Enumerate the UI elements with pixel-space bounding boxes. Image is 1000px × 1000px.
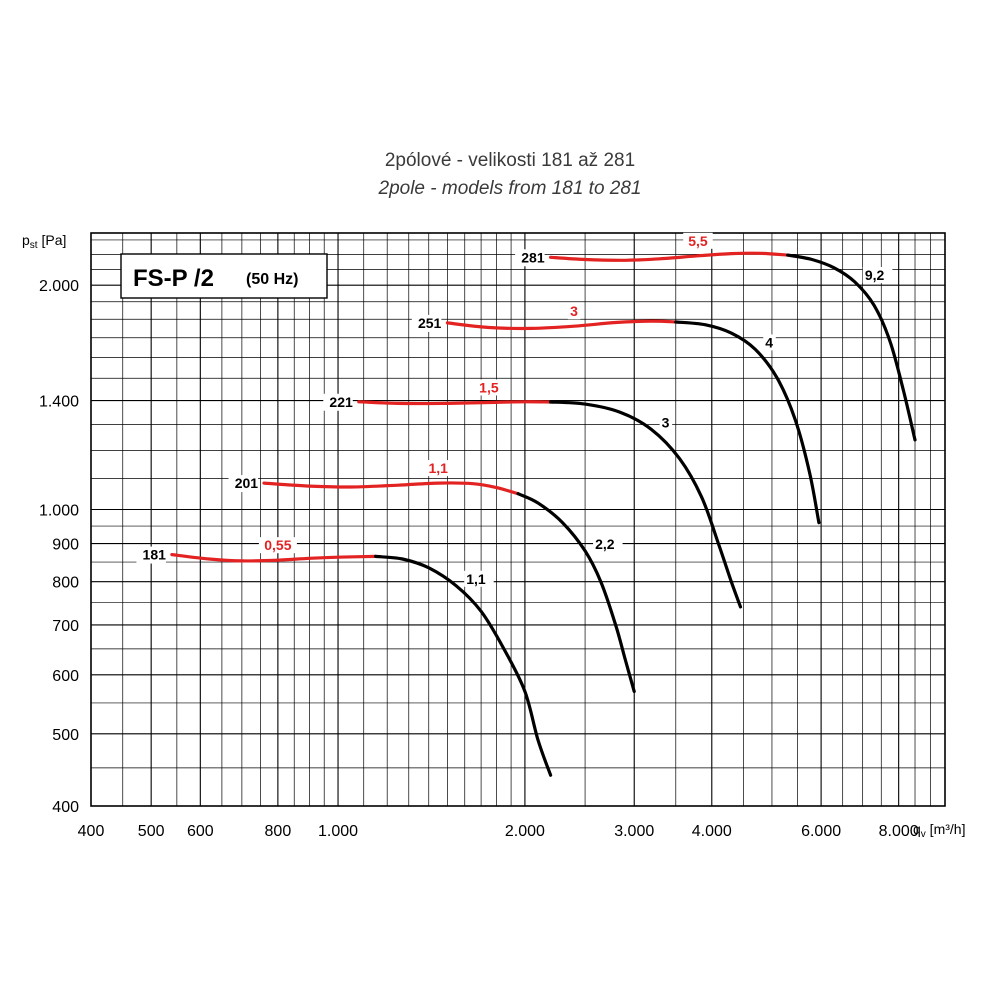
curve-red-segment	[170, 553, 378, 563]
power-label-black: 3	[662, 415, 670, 431]
minor-grid	[91, 233, 945, 806]
plot-frame	[90, 232, 946, 807]
model-label: 221	[329, 394, 353, 410]
model-label: 281	[521, 249, 545, 265]
y-tick-label: 700	[52, 618, 79, 635]
x-tick-label: 3.000	[614, 823, 654, 840]
model-label-bg	[411, 314, 442, 332]
y-tick-label: 2.000	[39, 278, 79, 295]
power-label-bg	[659, 414, 673, 431]
curve-black-segment	[549, 400, 743, 609]
model-label-bg	[228, 475, 259, 493]
power-label-black: 4	[765, 334, 773, 350]
y-tick-label: 1.000	[39, 502, 79, 519]
power-label-bg	[862, 266, 893, 283]
chart-subtitle: 2pole - models from 181 to 281	[378, 178, 642, 199]
x-tick-label: 8.000	[879, 823, 919, 840]
chart-title: 2pólové - velikosti 181 až 281	[384, 150, 636, 171]
power-label-black: 9,2	[865, 267, 885, 283]
x-tick-labels: 400 500 600 800 1.000 2.000 3.000 4.000 6.000 8.0…	[78, 823, 919, 840]
major-grid	[91, 233, 945, 806]
power-label-bg	[423, 460, 453, 477]
y-tick-labels: 400 500 600 700 800 900 1.000 1.400 2.000	[39, 278, 79, 816]
curve-red-segment	[445, 319, 678, 331]
curve-black-segment	[516, 492, 636, 693]
y-tick-label: 900	[52, 537, 79, 554]
y-axis-label: pst [Pa]	[22, 232, 66, 251]
x-tick-label: 2.000	[505, 823, 545, 840]
y-tick-label: 400	[52, 799, 79, 816]
x-axis-label: qv [m³/h]	[913, 821, 965, 840]
model-label-bg	[515, 249, 545, 267]
curve-red-segment	[262, 481, 520, 496]
fan-curve-181: 181 0,55 1,1	[136, 537, 553, 777]
y-tick-label: 600	[52, 668, 79, 685]
curve-black-segment	[786, 253, 917, 442]
power-label-red: 3	[570, 303, 578, 319]
power-label-bg	[474, 379, 504, 396]
curve-black-segment	[374, 554, 553, 777]
power-label-black: 1,1	[466, 571, 486, 587]
model-label-bg	[323, 393, 353, 411]
model-label: 181	[143, 547, 167, 563]
x-tick-label: 600	[187, 823, 214, 840]
fan-curves: 181 0,55 1,1 201 1,1 2,2 221 1,5 3 251 3 4 281 5,5 9,2	[136, 232, 917, 777]
fan-curve-251: 251 3 4	[411, 303, 821, 525]
power-label-bg	[763, 334, 776, 351]
x-tick-label: 800	[265, 823, 292, 840]
power-label-bg	[464, 570, 494, 587]
y-tick-label: 800	[52, 575, 79, 592]
curve-red-segment	[549, 251, 790, 262]
x-tick-label: 400	[78, 823, 105, 840]
x-tick-label: 6.000	[801, 823, 841, 840]
power-label-red: 1,5	[479, 379, 499, 395]
power-label-black: 2,2	[595, 536, 615, 552]
model-label: 201	[235, 475, 259, 491]
fan-curve-281: 281 5,5 9,2	[515, 232, 917, 442]
y-tick-label: 1.400	[39, 394, 79, 411]
power-label-bg	[683, 232, 713, 249]
y-tick-label: 500	[52, 727, 79, 744]
power-label-red: 5,5	[688, 233, 708, 249]
fan-curve-221: 221 1,5 3	[323, 379, 743, 609]
power-label-bg	[567, 303, 581, 320]
power-label-red: 0,55	[264, 537, 291, 553]
model-label: FS-P /2	[133, 265, 214, 292]
power-label-red: 1,1	[428, 460, 448, 476]
frequency-label: (50 Hz)	[246, 271, 298, 288]
curve-black-segment	[674, 320, 821, 525]
x-tick-label: 4.000	[692, 823, 732, 840]
model-label: 251	[418, 315, 442, 331]
curve-red-segment	[357, 400, 553, 406]
power-label-bg	[593, 535, 623, 552]
x-tick-label: 500	[138, 823, 165, 840]
x-tick-label: 1.000	[318, 823, 358, 840]
model-label-bg	[136, 546, 166, 564]
power-label-bg	[258, 537, 297, 554]
legend-box: FS-P /2 (50 Hz)	[120, 253, 328, 299]
fan-curve-201: 201 1,1 2,2	[228, 460, 636, 693]
